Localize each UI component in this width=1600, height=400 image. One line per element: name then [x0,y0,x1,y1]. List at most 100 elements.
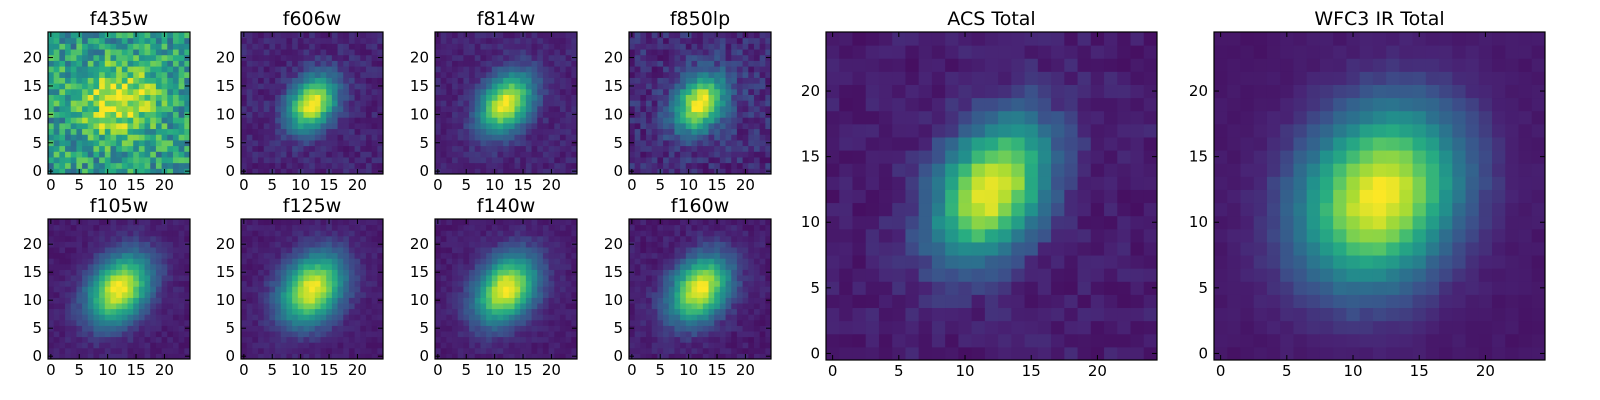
pixel-cell [297,49,304,56]
pixel-cell [53,286,60,293]
pixel-cell [680,353,687,360]
pixel-cell [172,88,180,95]
pixel-cell [435,342,442,349]
pixel-cell [571,331,578,338]
pixel-cell [53,151,60,158]
pixel-cell [48,88,55,95]
pixel-cell [155,280,163,287]
pixel-cell [127,275,134,282]
pixel-cell [65,100,72,107]
pixel-cell [309,286,316,293]
pixel-cell [155,60,163,67]
pixel-cell [297,247,304,254]
pixel-cell [537,105,544,113]
pixel-cell [269,88,276,95]
pixel-cell [161,319,168,326]
pixel-cell [144,105,151,113]
pixel-cell [702,32,710,39]
y-tick-label: 5 [419,319,429,337]
pixel-cell [150,336,157,343]
pixel-cell [348,77,356,84]
pixel-cell [252,308,259,315]
pixel-cell [320,139,327,147]
pixel-cell [446,88,453,95]
pixel-cell [167,353,174,360]
pixel-cell [246,77,253,84]
pixel-cell [634,280,641,287]
pixel-cell [99,145,106,152]
pixel-cell [76,37,83,44]
pixel-cell [241,60,248,67]
pixel-cell [150,308,157,315]
pixel-cell [753,94,761,101]
pixel-cell [452,66,459,73]
pixel-cell [365,230,373,237]
pixel-cell [331,117,339,124]
pixel-cell [48,37,55,44]
pixel-cell [634,117,641,124]
pixel-cell [82,122,89,130]
pixel-cell [343,128,350,135]
pixel-cell [520,37,527,44]
y-tick-label: 0 [225,347,235,365]
pixel-cell [252,134,259,141]
pixel-cell [629,122,636,130]
pixel-cell [275,342,282,349]
pixel-cell [508,247,516,254]
pixel-cell [719,88,727,95]
pixel-cell [657,49,664,56]
pixel-cell [59,235,66,242]
pixel-cell [537,247,544,254]
pixel-cell [343,117,350,124]
pixel-cell [320,100,327,107]
pixel-cell [759,122,766,130]
pixel-cell [742,151,749,158]
pixel-cell [646,122,653,130]
pixel-cell [452,331,459,338]
pixel-cell [178,353,185,360]
pixel-cell [435,258,442,265]
pixel-cell [629,105,636,113]
pixel-cell [548,263,555,270]
pixel-cell [503,162,510,169]
pixel-cell [320,241,327,248]
y-tick-label: 15 [410,263,429,281]
pixel-cell [714,308,721,315]
pixel-cell [48,336,55,343]
pixel-cell [571,117,578,124]
pixel-cell [70,66,77,73]
pixel-cell [565,156,572,164]
pixel-cell [150,117,157,124]
pixel-cell [337,139,344,147]
pixel-cell [116,151,123,158]
pixel-cell [314,319,322,326]
pixel-cell [258,139,265,147]
pixel-cell [292,134,299,141]
pixel-cell [144,241,151,248]
pixel-cell [702,111,710,118]
pixel-cell [497,43,504,50]
pixel-cell [503,77,510,84]
pixel-cell [753,71,761,78]
pixel-cell [309,54,316,61]
pixel-cell [537,219,544,226]
pixel-cell [469,32,476,39]
pixel-cell [70,252,77,259]
pixel-cell [258,353,265,360]
pixel-cell [309,88,316,95]
pixel-cell [326,286,333,293]
pixel-cell [252,353,259,360]
pixel-cell [331,77,339,84]
pixel-cell [469,168,476,175]
pixel-cell [110,347,117,354]
pixel-cell [65,111,72,118]
pixel-cell [348,353,356,360]
pixel-cell [297,145,304,152]
pixel-cell [640,94,647,101]
pixel-cell [554,280,561,287]
pixel-cell [280,122,287,130]
pixel-cell [452,32,459,39]
pixel-cell [554,77,561,84]
pixel-cell [697,336,704,343]
pixel-cell [748,342,755,349]
